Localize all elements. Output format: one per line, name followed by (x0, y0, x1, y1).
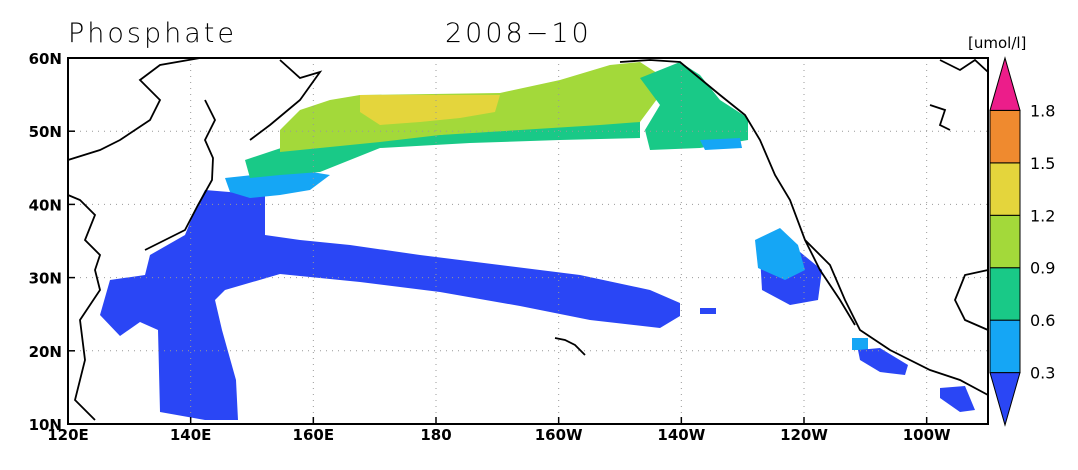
axes: 120E 140E 160E 180 160W 140W 120W 100W 10N 20N 30N… (29, 50, 951, 444)
coastline (939, 58, 989, 73)
y-tick-label: 30N (29, 270, 62, 288)
region (700, 138, 742, 150)
coastline (929, 104, 951, 131)
coastline (67, 57, 201, 161)
coastline (67, 194, 102, 421)
y-tick-label: 40N (29, 196, 62, 214)
x-tick-label: 160W (535, 426, 583, 444)
x-tick-label: 160E (293, 426, 335, 444)
coastline (954, 269, 989, 331)
colorbar-box (989, 162, 1021, 216)
frame (67, 57, 989, 425)
colorbar-label: 0.9 (1030, 259, 1055, 278)
colorbar-arrow (989, 56, 1021, 111)
x-tick-label: 120E (47, 426, 89, 444)
x-tick-label: 140W (657, 426, 705, 444)
colorbar-box (989, 214, 1021, 269)
colorbar-box (989, 109, 1021, 164)
coastline (554, 337, 586, 356)
y-tick-label: 50N (29, 123, 62, 141)
colorbar-arrow (989, 372, 1021, 427)
region (858, 348, 908, 375)
region (360, 95, 500, 125)
colorbar-box (989, 319, 1021, 374)
coastline (67, 57, 989, 421)
date: 2008−10 (445, 18, 592, 49)
coastline (144, 99, 217, 251)
y-tick-label: 60N (29, 50, 62, 68)
x-tick-label: 100W (903, 426, 951, 444)
unit-label: [umol/l] (968, 34, 1026, 52)
colorbar-label: 1.5 (1030, 154, 1055, 173)
colorbar-box (989, 267, 1021, 321)
colorbar: 0.3 0.6 0.9 1.2 1.5 1.8 (989, 56, 1055, 427)
colorbar-label: 0.6 (1030, 311, 1055, 330)
y-tick-label: 10N (29, 416, 62, 434)
x-tick-label: 140E (170, 426, 212, 444)
region (100, 190, 680, 420)
title: Phosphate (68, 18, 237, 49)
colorbar-label: 1.8 (1030, 101, 1055, 120)
colorbar-label: 0.3 (1030, 364, 1055, 383)
region (852, 338, 868, 350)
coastline (249, 59, 323, 141)
x-tick-label: 180 (420, 426, 451, 444)
region (940, 386, 975, 412)
region (755, 228, 805, 280)
region (245, 122, 640, 178)
colorbar-label: 1.2 (1030, 206, 1055, 225)
y-tick-label: 20N (29, 343, 62, 361)
region (700, 308, 716, 314)
x-tick-label: 120W (780, 426, 828, 444)
field (100, 62, 975, 420)
coastline (804, 239, 856, 326)
region (640, 62, 748, 150)
coastline (619, 59, 989, 396)
